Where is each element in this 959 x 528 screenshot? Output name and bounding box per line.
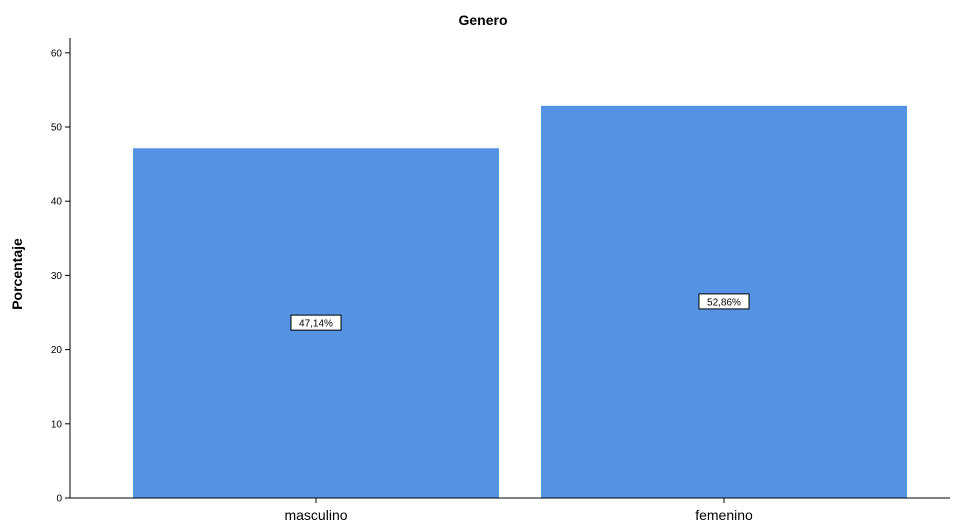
data-label-box (290, 314, 342, 331)
y-tick-label: 0 (56, 494, 62, 505)
x-tick-label-femenino: femenino (695, 507, 753, 523)
data-label-masculino: 47,14% (290, 314, 342, 331)
y-tick-label: 10 (51, 419, 63, 430)
bars-group (133, 105, 907, 499)
x-axis-ticks: masculino femenino (284, 498, 753, 523)
data-label-femenino: 52,86% (698, 293, 750, 310)
y-tick-label: 30 (51, 271, 63, 282)
data-label-text: 52,86% (707, 297, 741, 308)
data-labels: 47,14% 52,86% (290, 293, 750, 331)
data-label-text: 47,14% (299, 319, 333, 330)
y-tick-label: 20 (51, 345, 63, 356)
y-tick-label: 60 (51, 48, 63, 59)
y-axis-label: Porcentaje (9, 238, 25, 310)
x-tick-label-masculino: masculino (284, 507, 347, 523)
chart-title: Genero (458, 12, 507, 28)
y-axis-ticks: 0 10 20 30 40 50 60 (51, 48, 70, 505)
y-tick-label: 40 (51, 197, 63, 208)
data-label-box (698, 293, 750, 310)
y-tick-label: 50 (51, 123, 63, 134)
